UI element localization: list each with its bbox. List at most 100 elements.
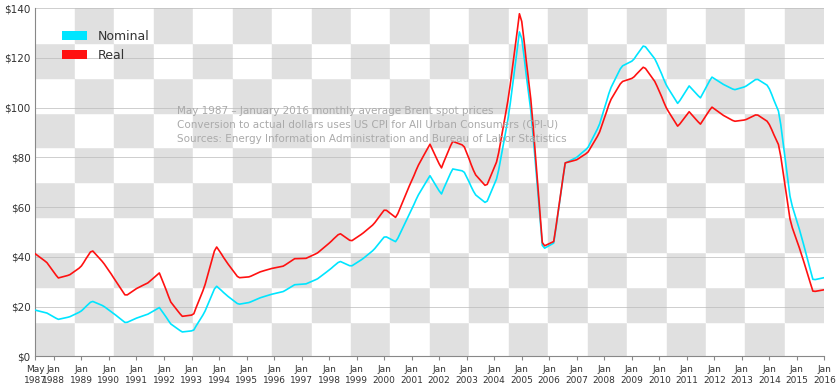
Bar [785,217,824,252]
Bar [312,147,351,182]
Bar [509,8,549,43]
Bar [706,217,745,252]
Bar [470,113,509,147]
Bar [745,8,785,43]
Bar [272,113,312,147]
Bar [430,43,470,78]
Bar [272,252,312,287]
Bar [391,113,430,147]
Bar [233,182,272,217]
Bar [627,287,667,322]
Bar [430,322,470,356]
Bar [667,43,706,78]
Bar [667,78,706,113]
Bar [627,322,667,356]
Bar [706,287,745,322]
Bar [312,252,351,287]
Bar [549,78,588,113]
Bar [588,252,627,287]
Bar [35,43,75,78]
Bar [114,252,154,287]
Bar [312,113,351,147]
Bar [588,113,627,147]
Bar [312,287,351,322]
Bar [312,217,351,252]
Bar [430,252,470,287]
Bar [351,217,391,252]
Bar [233,322,272,356]
Bar [430,217,470,252]
Bar [745,182,785,217]
Bar [193,78,233,113]
Bar [35,147,75,182]
Bar [114,182,154,217]
Bar [391,322,430,356]
Bar [312,78,351,113]
Bar [312,43,351,78]
Bar [667,322,706,356]
Bar [549,217,588,252]
Legend: Nominal, Real: Nominal, Real [57,25,155,67]
Bar [391,217,430,252]
Bar [193,252,233,287]
Bar [35,322,75,356]
Bar [745,322,785,356]
Bar [785,43,824,78]
Bar [351,287,391,322]
Bar [509,287,549,322]
Bar [75,322,114,356]
Bar [391,8,430,43]
Bar [627,113,667,147]
Bar [470,217,509,252]
Bar [233,252,272,287]
Bar [272,43,312,78]
Bar [233,113,272,147]
Bar [233,8,272,43]
Bar [627,252,667,287]
Bar [588,322,627,356]
Bar [509,78,549,113]
Bar [114,78,154,113]
Bar [667,217,706,252]
Bar [154,322,193,356]
Bar [588,147,627,182]
Bar [272,182,312,217]
Bar [114,43,154,78]
Bar [549,322,588,356]
Bar [233,43,272,78]
Bar [35,252,75,287]
Bar [549,252,588,287]
Bar [75,287,114,322]
Bar [351,182,391,217]
Bar [706,43,745,78]
Bar [114,322,154,356]
Bar [35,182,75,217]
Bar [430,113,470,147]
Bar [391,287,430,322]
Bar [667,8,706,43]
Bar [706,78,745,113]
Bar [35,113,75,147]
Bar [549,8,588,43]
Bar [193,43,233,78]
Bar [745,252,785,287]
Bar [154,182,193,217]
Bar [785,113,824,147]
Bar [745,78,785,113]
Bar [75,113,114,147]
Bar [667,182,706,217]
Bar [470,43,509,78]
Bar [549,113,588,147]
Bar [627,8,667,43]
Bar [785,8,824,43]
Bar [193,217,233,252]
Bar [114,217,154,252]
Bar [667,287,706,322]
Bar [75,182,114,217]
Bar [351,147,391,182]
Bar [470,8,509,43]
Bar [233,287,272,322]
Bar [706,147,745,182]
Bar [627,78,667,113]
Bar [35,8,75,43]
